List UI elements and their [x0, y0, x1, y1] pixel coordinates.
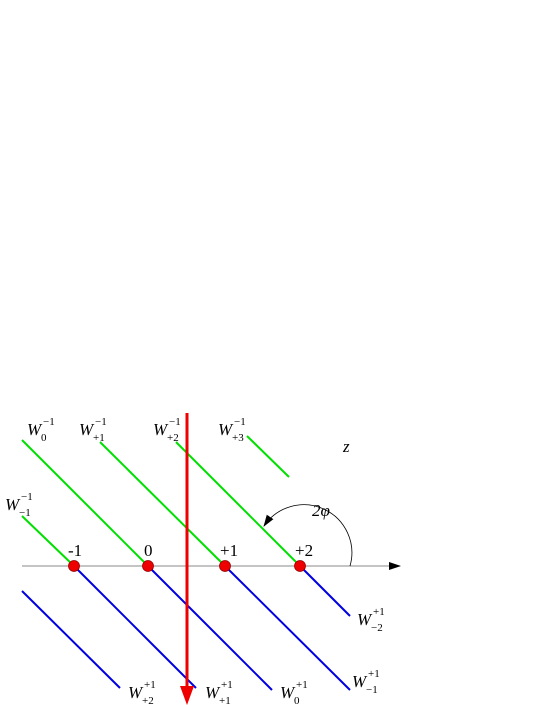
- order-label: -1: [68, 541, 82, 560]
- order-label: 0: [144, 541, 153, 560]
- wave-base: W: [205, 683, 221, 702]
- wave-sub: −2: [371, 622, 383, 634]
- angle-arc: [263, 504, 353, 567]
- wave-sub: −1: [366, 684, 378, 696]
- wave-base: W: [357, 610, 373, 629]
- wave-base: W: [280, 683, 296, 702]
- wave-sub: +2: [142, 695, 154, 705]
- wave-sub: +1: [93, 432, 105, 444]
- wave-sup: +1: [296, 679, 308, 691]
- axis-label: z: [342, 437, 350, 456]
- wave-sub: +1: [219, 695, 231, 705]
- wave-sup: +1: [373, 606, 385, 618]
- wave-sup: −1: [169, 416, 181, 428]
- wave-sup: +1: [221, 679, 233, 691]
- order-label: +1: [220, 541, 238, 560]
- red-arrowhead: [180, 686, 194, 705]
- wave-sup: −1: [21, 491, 33, 503]
- wave-sub: 0: [41, 432, 47, 444]
- wave-base: W: [79, 420, 95, 439]
- wave-base: W: [27, 420, 43, 439]
- wave-sup: −1: [95, 416, 107, 428]
- wave-sub: −1: [19, 507, 31, 519]
- wave-sup: +1: [368, 668, 380, 680]
- wave-sup: −1: [234, 416, 246, 428]
- wave-sub: 0: [294, 695, 300, 705]
- order-dots: [68, 560, 306, 572]
- blue-lines: [21, 565, 351, 691]
- wave-sub: +2: [167, 432, 179, 444]
- wave-base: W: [352, 672, 368, 691]
- wave-sup: +1: [144, 679, 156, 691]
- wave-base: W: [128, 683, 144, 702]
- green-lines: [21, 435, 301, 567]
- wave-sup: −1: [43, 416, 55, 428]
- wave-base: W: [218, 420, 234, 439]
- wave-labels: W −1−1W −10 W −1+1 W −1+2 W −1+3W +1+2 W +1+1 W +10W +…: [5, 416, 385, 705]
- wave-base: W: [153, 420, 169, 439]
- wave-sub: +3: [232, 432, 244, 444]
- wave-base: W: [5, 495, 21, 514]
- angle-label: 2φ: [312, 501, 330, 520]
- order-label: +2: [295, 541, 313, 560]
